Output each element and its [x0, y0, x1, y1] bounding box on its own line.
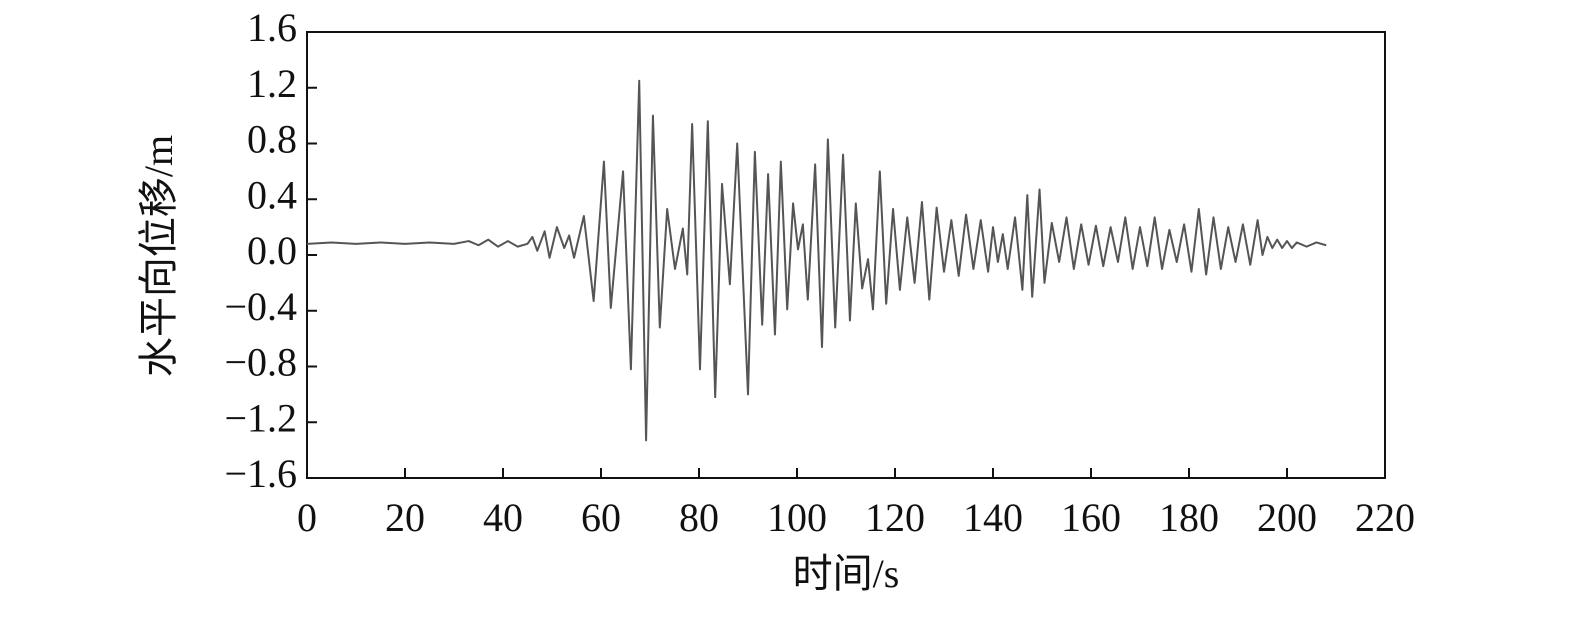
y-tick-label: 1.6 — [247, 5, 297, 50]
y-tick-label: 1.2 — [247, 61, 297, 106]
y-tick-label: −1.2 — [224, 395, 297, 440]
x-tick-label: 120 — [865, 495, 925, 540]
x-tick-label: 200 — [1257, 495, 1317, 540]
x-axis-label: 时间/s — [793, 551, 900, 596]
y-tick-label: −0.4 — [224, 284, 297, 329]
x-tick-label: 20 — [385, 495, 425, 540]
x-tick-label: 100 — [767, 495, 827, 540]
x-tick-label: 80 — [679, 495, 719, 540]
y-tick-label: −0.8 — [224, 340, 297, 385]
y-tick-label: 0.4 — [247, 172, 297, 217]
x-tick-label: 160 — [1061, 495, 1121, 540]
data-line — [306, 79, 1327, 442]
x-tick-label: 140 — [963, 495, 1023, 540]
x-tick-label: 40 — [483, 495, 523, 540]
x-tick-label: 60 — [581, 495, 621, 540]
y-tick-label: −1.6 — [224, 451, 297, 496]
x-tick-label: 220 — [1355, 495, 1415, 540]
y-tick-label: 0.8 — [247, 117, 297, 162]
x-tick-label: 180 — [1159, 495, 1219, 540]
y-tick-label: 0.0 — [247, 228, 297, 273]
y-axis-label: 水平向位移/m — [136, 135, 181, 377]
x-tick-label: 0 — [297, 495, 317, 540]
